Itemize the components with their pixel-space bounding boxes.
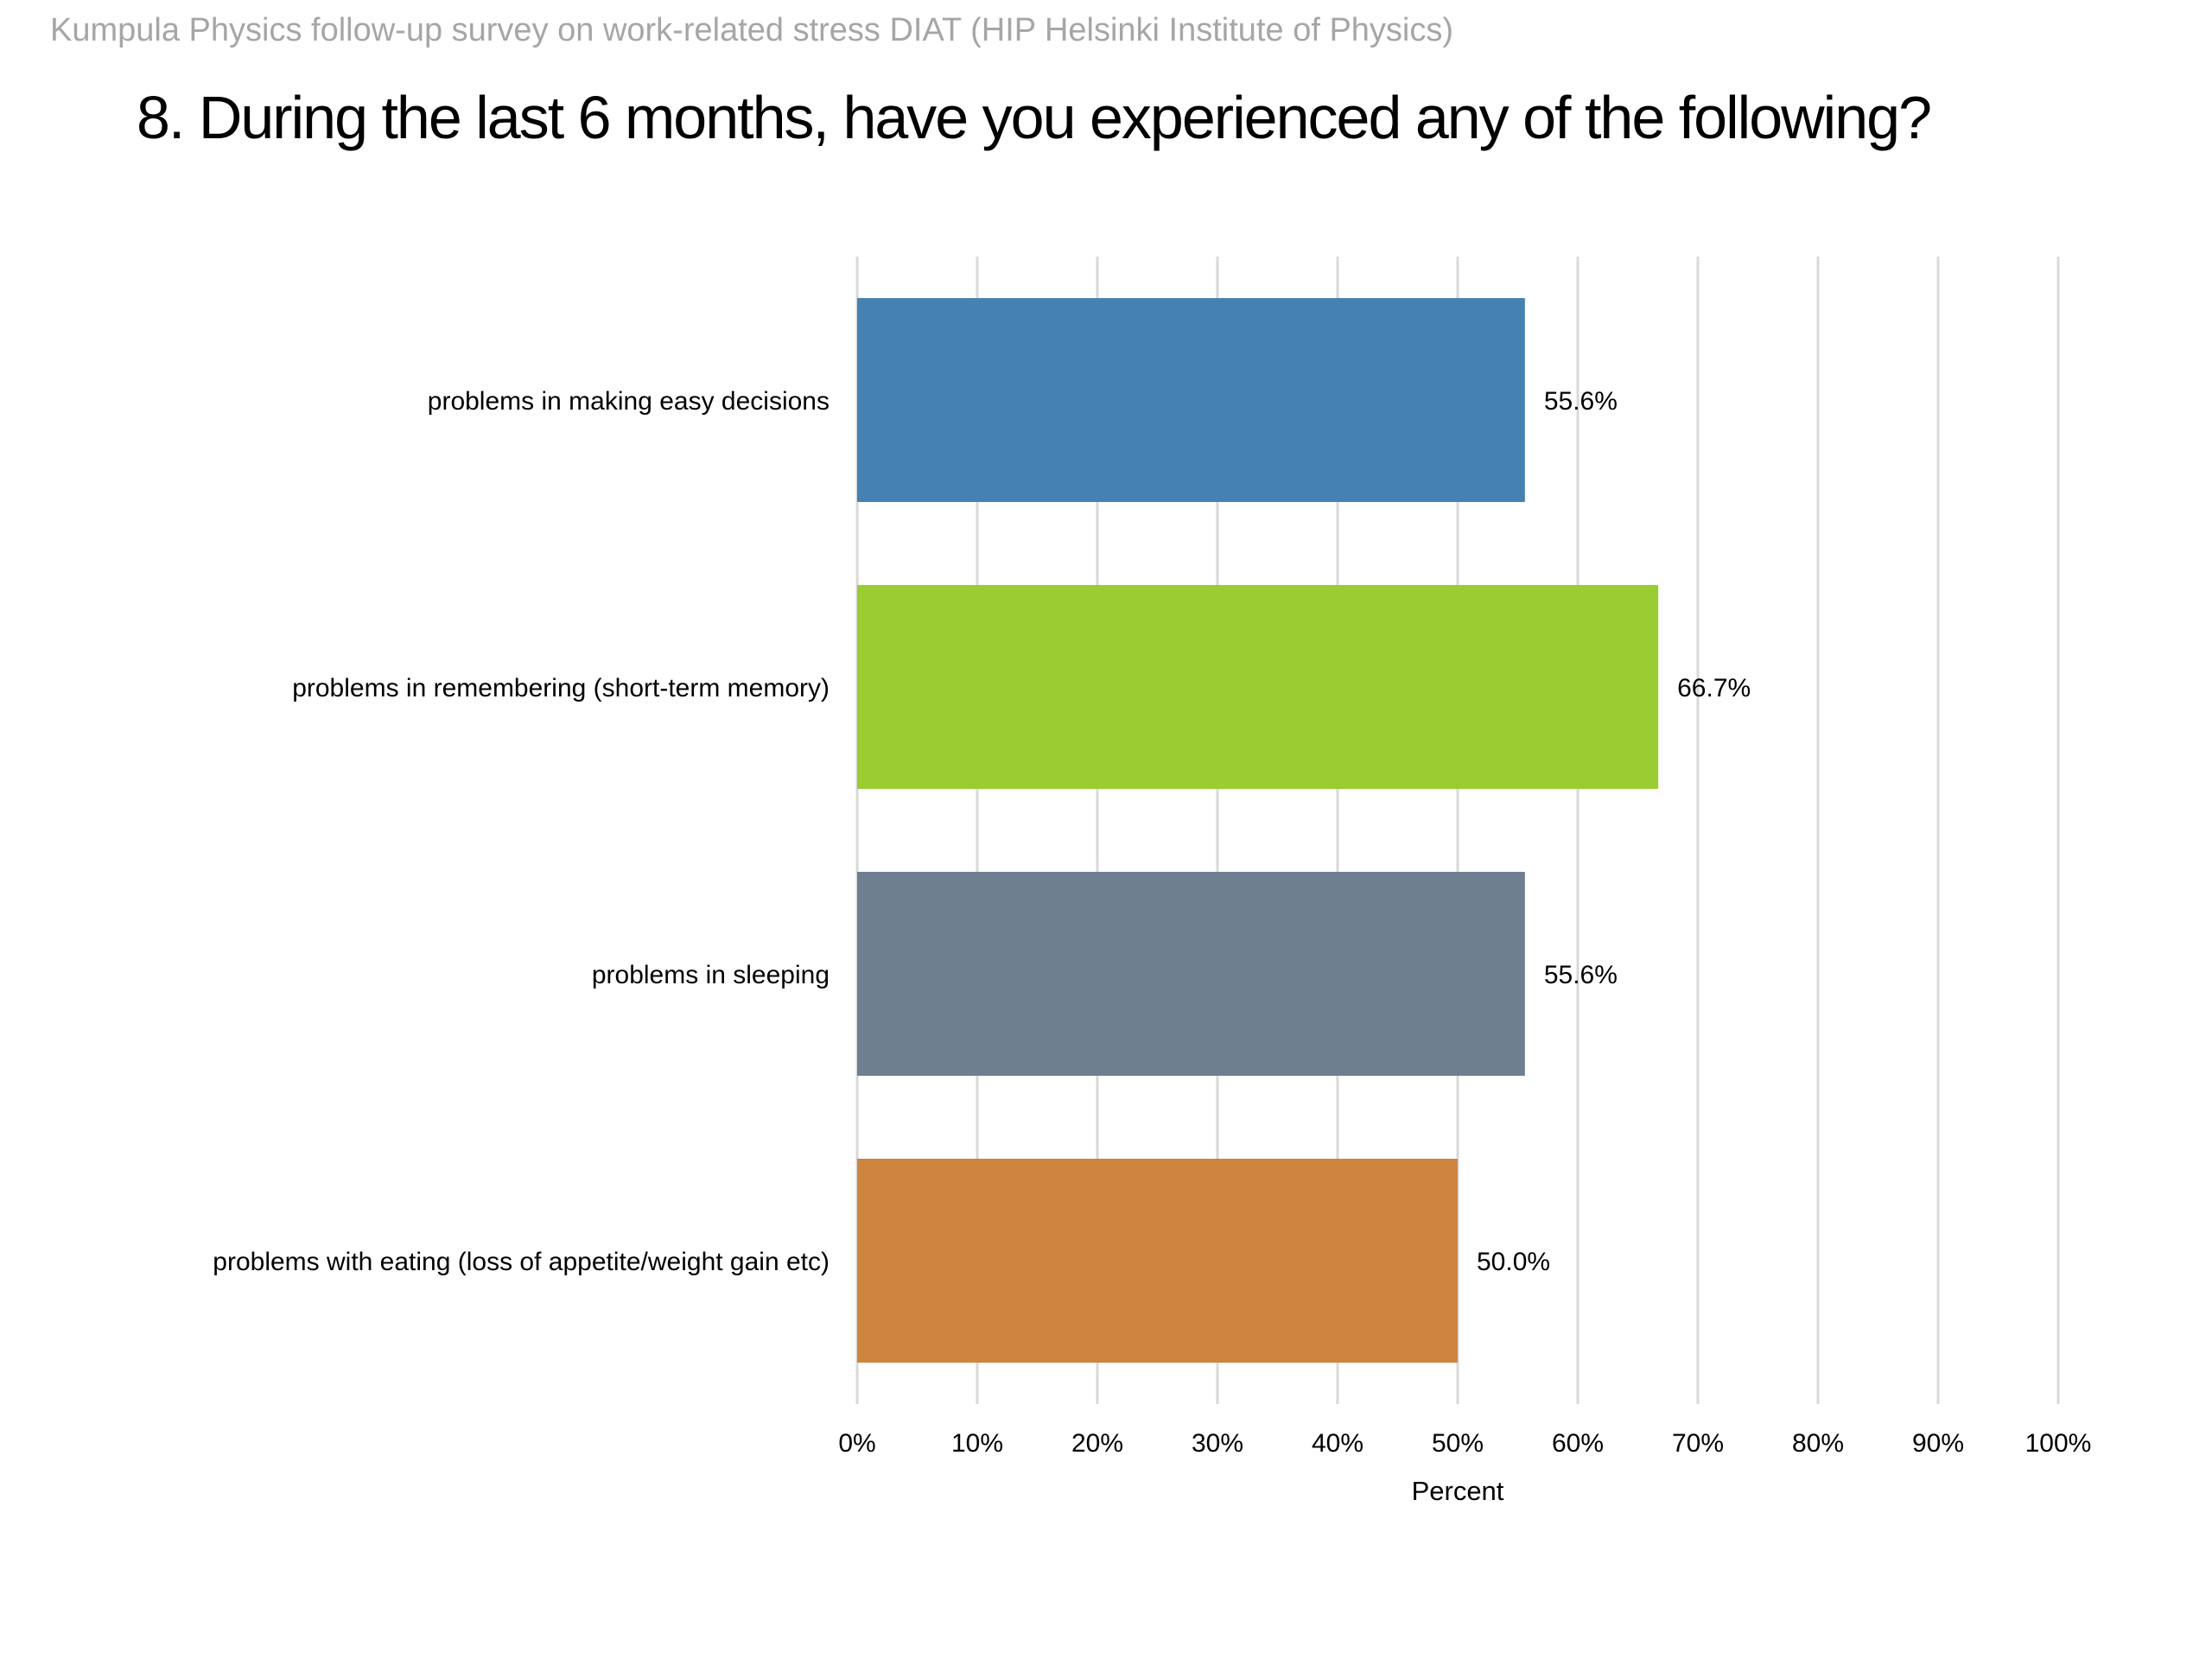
- category-label: problems in making easy decisions: [428, 387, 830, 416]
- survey-header: Kumpula Physics follow-up survey on work…: [50, 12, 1454, 48]
- x-tick-labels: 0% 10% 20% 30% 40% 50% 60% 70% 80% 90% 100%: [838, 1429, 2091, 1458]
- x-axis-title: Percent: [1412, 1476, 1504, 1506]
- x-tick-label: 60%: [1552, 1429, 1604, 1458]
- x-tick-label: 10%: [951, 1429, 1003, 1458]
- category-label: problems with eating (loss of appetite/w…: [213, 1248, 830, 1276]
- bar: [857, 298, 1525, 502]
- category-labels: problems in making easy decisions problem…: [213, 387, 830, 1276]
- bar: [857, 872, 1525, 1076]
- bars: [857, 298, 1659, 1363]
- x-tick-label: 80%: [1792, 1429, 1844, 1458]
- data-label: 66.7%: [1677, 674, 1751, 702]
- data-label: 50.0%: [1477, 1248, 1550, 1276]
- x-tick-label: 0%: [838, 1429, 875, 1458]
- data-labels: 55.6% 66.7% 55.6% 50.0%: [1477, 387, 1751, 1276]
- x-tick-label: 50%: [1432, 1429, 1484, 1458]
- x-tick-label: 40%: [1312, 1429, 1363, 1458]
- data-label: 55.6%: [1544, 961, 1618, 989]
- data-label: 55.6%: [1544, 387, 1618, 416]
- x-tick-label: 20%: [1071, 1429, 1123, 1458]
- category-label: problems in sleeping: [592, 961, 830, 989]
- category-label: problems in remembering (short-term memo…: [292, 674, 830, 702]
- x-tick-label: 30%: [1192, 1429, 1243, 1458]
- slide-title: 8. During the last 6 months, have you ex…: [137, 84, 1932, 151]
- bar: [857, 1159, 1458, 1363]
- x-tick-label: 70%: [1672, 1429, 1724, 1458]
- bar: [857, 585, 1659, 789]
- x-tick-label: 90%: [1912, 1429, 1964, 1458]
- x-tick-label: 100%: [2025, 1429, 2092, 1458]
